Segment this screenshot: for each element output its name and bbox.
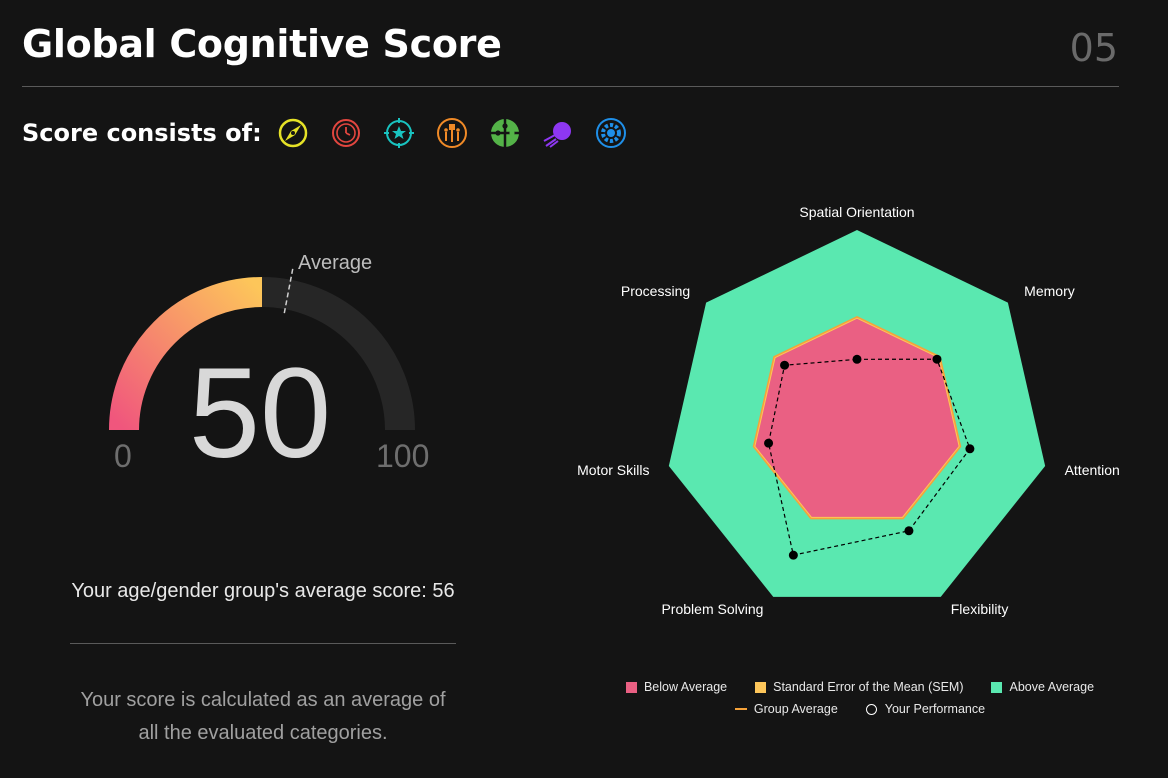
score-value: 50 xyxy=(188,342,332,485)
legend-sem[interactable]: Standard Error of the Mean (SEM) xyxy=(755,680,963,694)
performance-point[interactable] xyxy=(904,526,914,536)
legend-label: Below Average xyxy=(643,680,728,694)
page-title: Global Cognitive Score xyxy=(22,22,502,66)
performance-point[interactable] xyxy=(852,354,862,364)
axis-label: Spatial Orientation xyxy=(799,204,915,220)
axis-label: Attention xyxy=(1064,461,1120,478)
score-explanation: Your score is calculated as an average o… xyxy=(40,684,486,750)
legend-swatch-above xyxy=(991,681,1003,693)
score-explanation-line-1: Your score is calculated as an average o… xyxy=(80,689,446,711)
compass-icon[interactable] xyxy=(276,116,310,150)
legend-swatch-group xyxy=(734,708,747,710)
legend-swatch-below xyxy=(625,681,637,693)
legend-label: Above Average xyxy=(1009,680,1095,694)
gauge-fill xyxy=(109,277,263,431)
group-average-text: Your age/gender group's average score: 5… xyxy=(71,580,455,602)
legend-label: Group Average xyxy=(753,702,838,716)
summary-divider xyxy=(70,643,456,644)
gauge-max-label: 100 xyxy=(376,438,430,474)
score-explanation-line-2: all the evaluated categories. xyxy=(138,722,388,744)
score-consists-label: Score consists of: xyxy=(22,119,262,147)
performance-point[interactable] xyxy=(780,360,790,370)
performance-point[interactable] xyxy=(788,550,798,560)
score-gauge: Average 50 0 100 xyxy=(100,240,440,480)
performance-point[interactable] xyxy=(965,444,975,454)
legend-your-performance[interactable]: Your Performance xyxy=(865,702,986,716)
legend-swatch-sem xyxy=(755,681,767,693)
series-group-average xyxy=(752,316,962,520)
legend-label: Your Performance xyxy=(884,702,986,716)
chart-legend: Below Average Standard Error of the Mean… xyxy=(600,680,1120,724)
timer-icon[interactable] xyxy=(329,116,363,150)
legend-label: Standard Error of the Mean (SEM) xyxy=(773,680,964,694)
target-star-icon[interactable] xyxy=(382,116,416,150)
legend-group-average[interactable]: Group Average xyxy=(734,702,838,716)
radar-chart: Spatial Orientation Memory Attention Flexib… xyxy=(540,170,1168,630)
radar-chart-svg xyxy=(668,230,1046,597)
axis-label: Processing xyxy=(620,283,691,300)
header-divider xyxy=(22,86,1119,87)
gauge-arc xyxy=(109,265,415,431)
performance-point[interactable] xyxy=(932,354,942,364)
series-your-performance xyxy=(767,358,971,556)
axis-label: Memory xyxy=(1024,283,1075,300)
gauge-min-label: 0 xyxy=(114,438,132,474)
axis-label: Problem Solving xyxy=(661,601,764,618)
comet-icon[interactable] xyxy=(541,116,575,150)
gauge-average-label: Average xyxy=(298,252,373,274)
legend-swatch-yours xyxy=(865,703,877,715)
performance-point[interactable] xyxy=(764,438,774,448)
legend-above-average[interactable]: Above Average xyxy=(991,680,1094,694)
circuit-icon[interactable] xyxy=(435,116,469,150)
gear-icon[interactable] xyxy=(594,116,628,150)
score-components: Score consists of: xyxy=(22,116,647,150)
series-below-average xyxy=(755,318,959,517)
axis-label: Flexibility xyxy=(950,601,1009,618)
puzzle-icon[interactable] xyxy=(488,116,522,150)
page-number: 05 xyxy=(1069,26,1118,70)
axis-label: Motor Skills xyxy=(577,461,650,478)
legend-below-average[interactable]: Below Average xyxy=(625,680,728,694)
